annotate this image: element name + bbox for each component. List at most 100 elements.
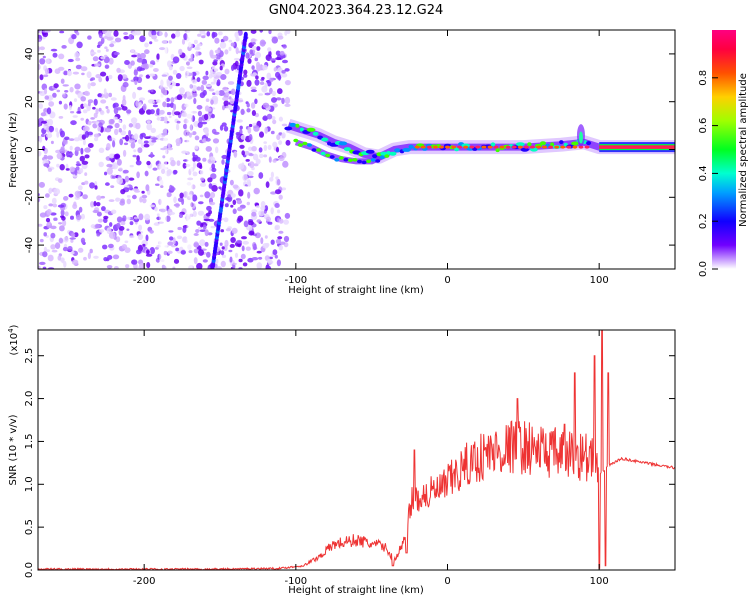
noise-speckle — [213, 68, 219, 72]
noise-speckle — [259, 131, 264, 138]
noise-speckle — [149, 109, 155, 115]
noise-speckle — [211, 128, 217, 134]
noise-speckle — [43, 163, 50, 167]
noise-speckle — [221, 122, 227, 127]
noise-speckle — [94, 63, 101, 67]
noise-speckle — [108, 231, 116, 239]
noise-speckle — [40, 112, 47, 117]
noise-speckle — [102, 30, 106, 34]
noise-speckle — [62, 219, 67, 227]
noise-speckle — [176, 160, 181, 167]
noise-speckle — [38, 103, 43, 109]
noise-speckle — [258, 172, 264, 179]
secondary-blob — [293, 138, 299, 143]
noise-speckle — [48, 101, 55, 107]
signal-blob — [365, 149, 375, 154]
noise-speckle — [282, 160, 289, 168]
noise-speckle — [97, 49, 101, 53]
noise-speckle — [89, 248, 93, 254]
noise-speckle — [126, 195, 131, 198]
noise-speckle — [62, 84, 69, 87]
noise-speckle — [197, 110, 202, 117]
noise-speckle — [278, 116, 283, 122]
noise-speckle — [224, 203, 229, 208]
noise-speckle — [39, 74, 44, 81]
signal-blob — [289, 122, 297, 127]
noise-speckle — [222, 35, 229, 42]
noise-speckle — [42, 251, 48, 258]
noise-speckle — [252, 72, 258, 77]
noise-speckle — [172, 69, 178, 75]
noise-speckle — [115, 197, 122, 202]
noise-speckle — [74, 83, 81, 90]
noise-speckle — [200, 177, 205, 181]
noise-speckle — [50, 212, 57, 216]
noise-speckle — [237, 215, 244, 222]
noise-speckle — [59, 30, 65, 34]
noise-speckle — [108, 74, 113, 80]
noise-speckle — [61, 45, 67, 49]
noise-speckle — [141, 190, 145, 194]
noise-speckle — [92, 209, 99, 214]
noise-speckle — [96, 211, 102, 217]
noise-speckle — [151, 139, 157, 143]
noise-speckle — [130, 142, 136, 149]
noise-speckle — [44, 88, 48, 95]
noise-speckle — [218, 31, 223, 36]
noise-speckle — [181, 198, 185, 205]
signal-blob — [495, 148, 500, 153]
noise-speckle — [106, 163, 113, 168]
signal-blob — [408, 144, 414, 149]
noise-speckle — [193, 39, 198, 45]
noise-speckle — [269, 87, 273, 94]
noise-speckle — [102, 244, 108, 250]
noise-speckle — [227, 81, 235, 85]
noise-speckle — [135, 160, 142, 166]
noise-speckle — [280, 72, 288, 78]
noise-speckle — [265, 216, 271, 222]
noise-speckle — [139, 52, 146, 59]
signal-core — [542, 145, 548, 149]
noise-speckle — [138, 224, 143, 231]
noise-speckle — [50, 232, 56, 239]
noise-speckle — [241, 245, 245, 252]
noise-speckle — [104, 46, 108, 49]
noise-speckle — [211, 167, 217, 173]
spectrogram-x-axis-label: Height of straight line (km) — [288, 285, 424, 296]
noise-speckle — [170, 97, 175, 103]
noise-speckle — [225, 228, 231, 232]
noise-speckle — [254, 232, 261, 239]
noise-speckle — [133, 69, 138, 76]
snr-ticks: -200 -100 0 100 0.0 0.5 1.0 1.5 2.0 2.5 — [24, 330, 675, 587]
noise-speckle — [118, 226, 125, 231]
noise-speckle — [181, 150, 188, 154]
noise-speckle — [104, 171, 108, 176]
noise-speckle — [256, 64, 263, 71]
noise-speckle — [156, 108, 161, 116]
noise-speckle — [59, 148, 65, 154]
noise-speckle — [45, 249, 51, 253]
noise-speckle — [113, 30, 119, 37]
noise-speckle — [84, 147, 91, 153]
noise-speckle — [241, 150, 245, 156]
noise-speckle — [87, 143, 94, 148]
noise-speckle — [248, 146, 253, 151]
noise-speckle — [129, 164, 134, 168]
noise-speckle — [76, 41, 83, 49]
secondary-blob — [297, 143, 303, 147]
noise-speckle — [225, 105, 230, 109]
noise-speckle — [139, 263, 145, 269]
noise-speckle — [216, 79, 221, 86]
noise-speckle — [42, 145, 46, 152]
noise-speckle — [122, 95, 126, 101]
noise-speckle — [281, 132, 286, 139]
noise-speckle — [219, 124, 224, 131]
noise-speckle — [199, 194, 204, 198]
noise-speckle — [196, 77, 201, 83]
noise-speckle — [222, 96, 229, 101]
noise-speckle — [87, 101, 91, 107]
noise-speckle — [202, 75, 209, 81]
noise-speckle — [96, 232, 100, 237]
noise-speckle — [192, 92, 198, 98]
noise-speckle — [80, 66, 88, 72]
